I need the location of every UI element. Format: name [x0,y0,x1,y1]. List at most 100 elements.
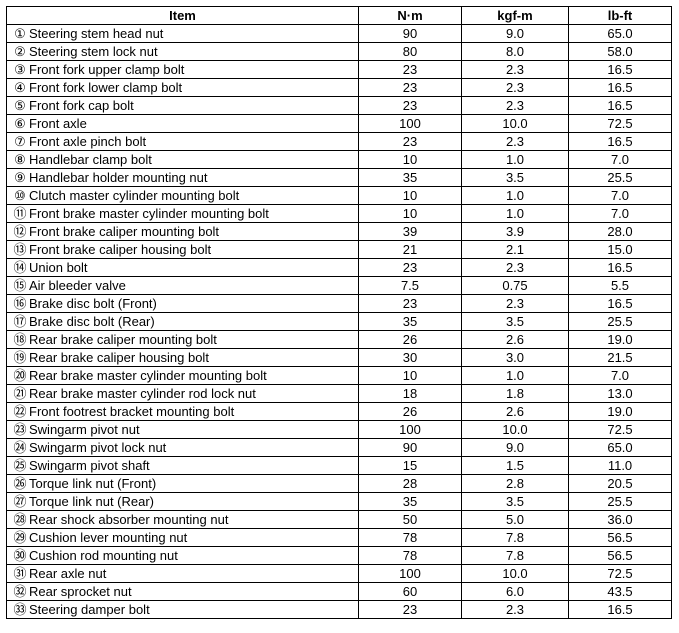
cell-kgfm: 10.0 [462,565,569,583]
cell-kgfm: 2.3 [462,295,569,313]
cell-kgfm: 1.0 [462,367,569,385]
table-row: ⑲Rear brake caliper housing bolt303.021.… [7,349,672,367]
cell-item: ⑦Front axle pinch bolt [7,133,359,151]
cell-item: ⑧Handlebar clamp bolt [7,151,359,169]
circled-number-icon: ⑫ [13,223,27,240]
table-row: ⑪Front brake master cylinder mounting bo… [7,205,672,223]
cell-nm: 100 [359,565,462,583]
cell-lbft: 19.0 [569,403,672,421]
circled-number-icon: ⑪ [13,205,27,222]
cell-nm: 23 [359,259,462,277]
cell-item: ⑫Front brake caliper mounting bolt [7,223,359,241]
item-label: Steering stem lock nut [29,44,158,59]
cell-kgfm: 10.0 [462,421,569,439]
circled-number-icon: ㉒ [13,403,27,420]
cell-kgfm: 3.0 [462,349,569,367]
item-label: Rear sprocket nut [29,584,132,599]
cell-item: ㉙Cushion lever mounting nut [7,529,359,547]
circled-number-icon: ⑳ [13,367,27,384]
cell-kgfm: 2.1 [462,241,569,259]
cell-item: ⑩Clutch master cylinder mounting bolt [7,187,359,205]
col-header-nm: N·m [359,7,462,25]
circled-number-icon: ㉘ [13,511,27,528]
cell-kgfm: 1.0 [462,187,569,205]
circled-number-icon: ㉛ [13,565,27,582]
circled-number-icon: ㉜ [13,583,27,600]
table-row: ㉔Swingarm pivot lock nut909.065.0 [7,439,672,457]
cell-lbft: 7.0 [569,187,672,205]
item-label: Brake disc bolt (Front) [29,296,157,311]
cell-nm: 7.5 [359,277,462,295]
col-header-lbft: lb-ft [569,7,672,25]
item-label: Handlebar holder mounting nut [29,170,208,185]
circled-number-icon: ㉚ [13,547,27,564]
item-label: Torque link nut (Rear) [29,494,154,509]
cell-kgfm: 2.3 [462,259,569,277]
circled-number-icon: ⑰ [13,313,27,330]
cell-item: ㉕Swingarm pivot shaft [7,457,359,475]
cell-nm: 23 [359,79,462,97]
cell-lbft: 7.0 [569,151,672,169]
item-label: Front brake caliper mounting bolt [29,224,219,239]
cell-nm: 26 [359,403,462,421]
cell-lbft: 28.0 [569,223,672,241]
circled-number-icon: ⑦ [13,133,27,150]
cell-item: ㉓Swingarm pivot nut [7,421,359,439]
item-label: Rear brake master cylinder rod lock nut [29,386,256,401]
cell-lbft: 16.5 [569,601,672,619]
cell-lbft: 65.0 [569,25,672,43]
cell-nm: 90 [359,439,462,457]
cell-kgfm: 1.8 [462,385,569,403]
cell-nm: 80 [359,43,462,61]
col-header-item: Item [7,7,359,25]
item-label: Steering stem head nut [29,26,163,41]
cell-lbft: 16.5 [569,259,672,277]
cell-nm: 30 [359,349,462,367]
cell-lbft: 25.5 [569,169,672,187]
cell-lbft: 13.0 [569,385,672,403]
cell-lbft: 19.0 [569,331,672,349]
table-row: ⑮Air bleeder valve7.50.755.5 [7,277,672,295]
cell-kgfm: 8.0 [462,43,569,61]
cell-kgfm: 1.0 [462,151,569,169]
cell-nm: 100 [359,421,462,439]
table-row: ㉚Cushion rod mounting nut787.856.5 [7,547,672,565]
table-row: ①Steering stem head nut909.065.0 [7,25,672,43]
cell-nm: 10 [359,151,462,169]
item-label: Rear brake caliper mounting bolt [29,332,217,347]
cell-lbft: 72.5 [569,115,672,133]
item-label: Rear axle nut [29,566,106,581]
table-row: ㉝Steering damper bolt232.316.5 [7,601,672,619]
cell-item: ㉑Rear brake master cylinder rod lock nut [7,385,359,403]
cell-lbft: 21.5 [569,349,672,367]
cell-nm: 10 [359,367,462,385]
cell-lbft: 16.5 [569,97,672,115]
cell-kgfm: 9.0 [462,439,569,457]
cell-nm: 23 [359,133,462,151]
item-label: Front brake master cylinder mounting bol… [29,206,269,221]
circled-number-icon: ㉙ [13,529,27,546]
cell-lbft: 36.0 [569,511,672,529]
cell-nm: 21 [359,241,462,259]
cell-nm: 23 [359,61,462,79]
cell-nm: 78 [359,529,462,547]
item-label: Handlebar clamp bolt [29,152,152,167]
circled-number-icon: ⑮ [13,277,27,294]
item-label: Front axle pinch bolt [29,134,146,149]
cell-item: ⑱Rear brake caliper mounting bolt [7,331,359,349]
cell-lbft: 16.5 [569,79,672,97]
cell-nm: 28 [359,475,462,493]
cell-kgfm: 2.6 [462,403,569,421]
cell-kgfm: 2.6 [462,331,569,349]
cell-kgfm: 2.3 [462,97,569,115]
cell-item: ㉛Rear axle nut [7,565,359,583]
circled-number-icon: ⑯ [13,295,27,312]
cell-lbft: 16.5 [569,61,672,79]
cell-kgfm: 7.8 [462,547,569,565]
circled-number-icon: ③ [13,61,27,78]
cell-item: ⑲Rear brake caliper housing bolt [7,349,359,367]
circled-number-icon: ④ [13,79,27,96]
table-row: ㉘Rear shock absorber mounting nut505.036… [7,511,672,529]
cell-nm: 10 [359,187,462,205]
cell-kgfm: 2.3 [462,133,569,151]
